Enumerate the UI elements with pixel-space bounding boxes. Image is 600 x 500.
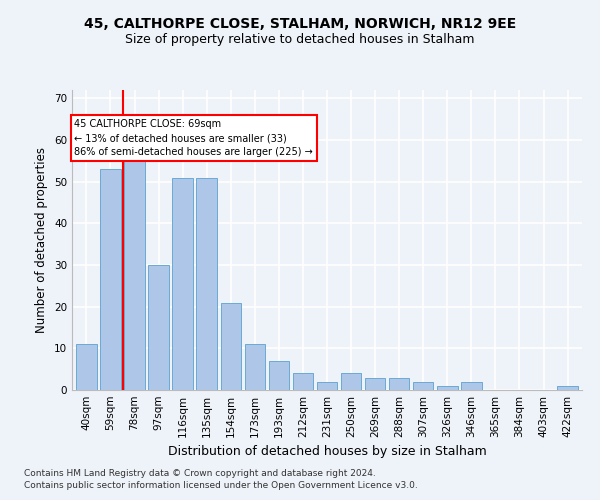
- Bar: [196, 178, 217, 390]
- Bar: [365, 378, 385, 390]
- Bar: [76, 344, 97, 390]
- Bar: [100, 169, 121, 390]
- Bar: [221, 302, 241, 390]
- Bar: [172, 178, 193, 390]
- Bar: [461, 382, 482, 390]
- Bar: [148, 265, 169, 390]
- Bar: [341, 374, 361, 390]
- Text: 45 CALTHORPE CLOSE: 69sqm
← 13% of detached houses are smaller (33)
86% of semi-: 45 CALTHORPE CLOSE: 69sqm ← 13% of detac…: [74, 119, 313, 157]
- Bar: [557, 386, 578, 390]
- Bar: [389, 378, 409, 390]
- Bar: [413, 382, 433, 390]
- Bar: [437, 386, 458, 390]
- Text: Size of property relative to detached houses in Stalham: Size of property relative to detached ho…: [125, 32, 475, 46]
- Text: Contains HM Land Registry data © Crown copyright and database right 2024.: Contains HM Land Registry data © Crown c…: [24, 468, 376, 477]
- Bar: [124, 148, 145, 390]
- Bar: [245, 344, 265, 390]
- Y-axis label: Number of detached properties: Number of detached properties: [35, 147, 49, 333]
- Bar: [269, 361, 289, 390]
- X-axis label: Distribution of detached houses by size in Stalham: Distribution of detached houses by size …: [167, 446, 487, 458]
- Text: Contains public sector information licensed under the Open Government Licence v3: Contains public sector information licen…: [24, 481, 418, 490]
- Bar: [317, 382, 337, 390]
- Bar: [293, 374, 313, 390]
- Text: 45, CALTHORPE CLOSE, STALHAM, NORWICH, NR12 9EE: 45, CALTHORPE CLOSE, STALHAM, NORWICH, N…: [84, 18, 516, 32]
